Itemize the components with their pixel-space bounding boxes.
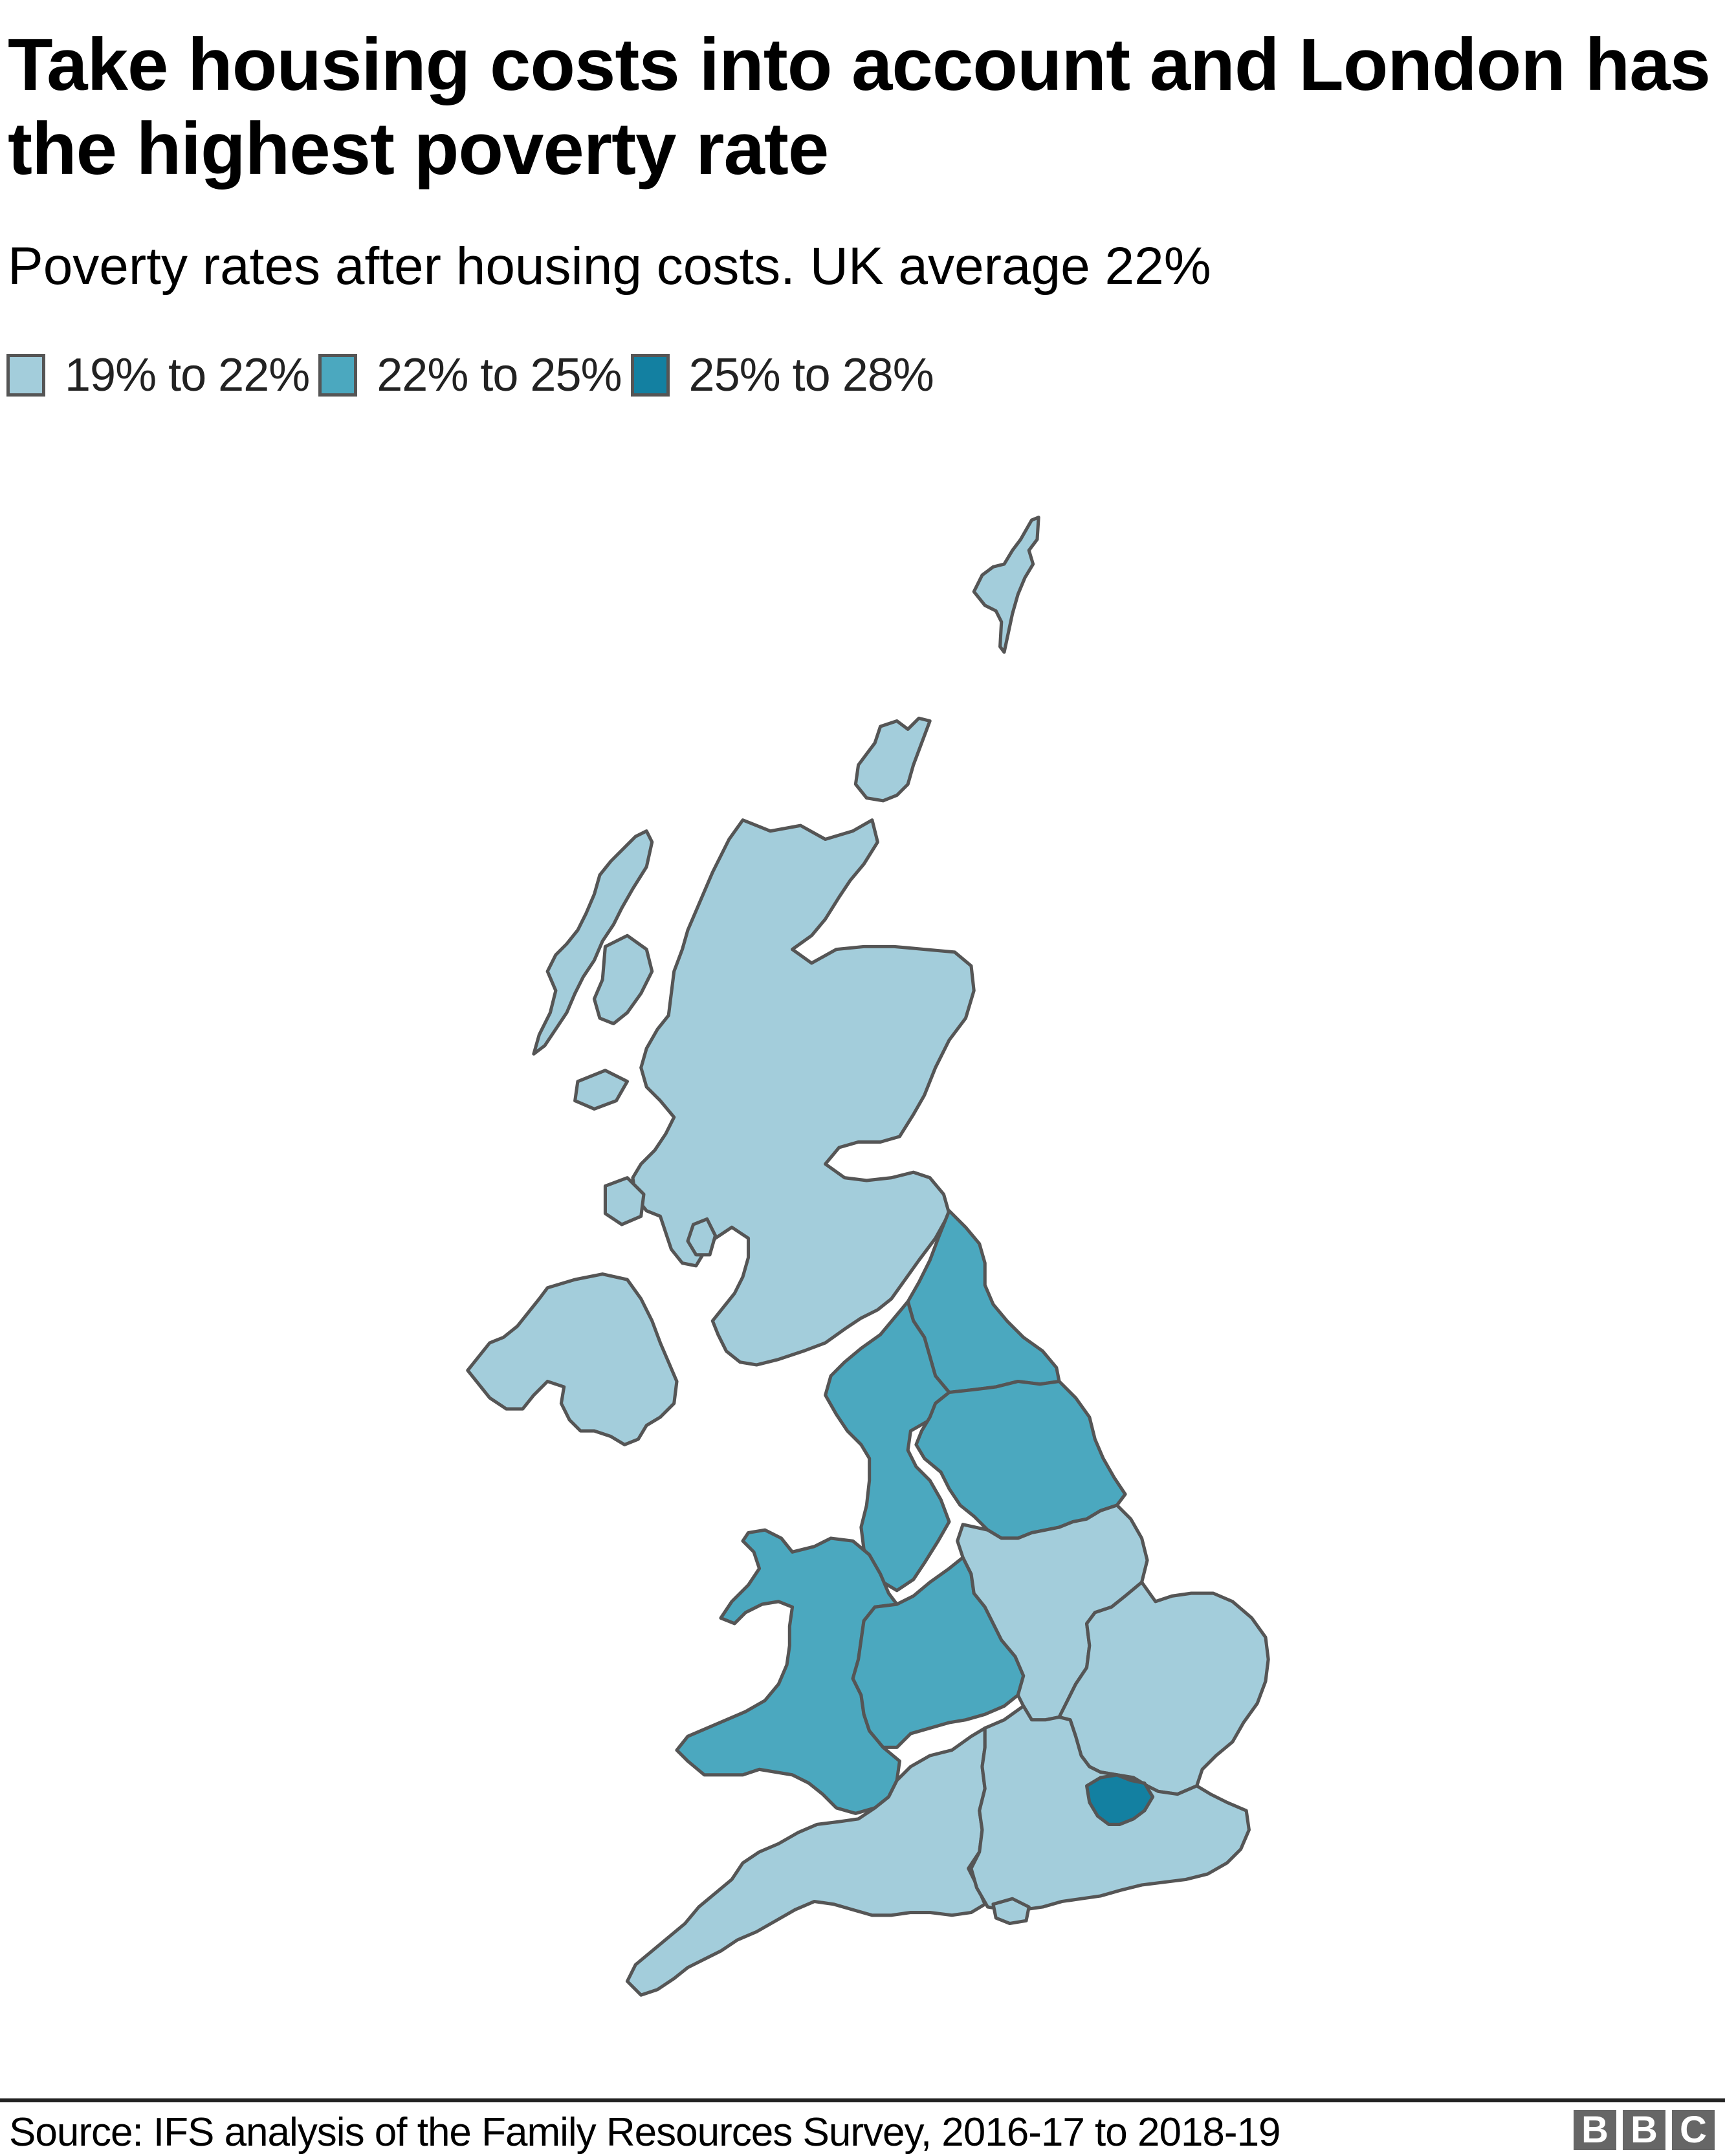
region-isle-of-wight (991, 1897, 1031, 1926)
bbc-logo-letter: B (1574, 2110, 1616, 2150)
bbc-logo-letter: B (1623, 2110, 1665, 2150)
legend: 19% to 22% 22% to 25% 25% to 28% (6, 349, 943, 401)
bbc-logo-letter: C (1672, 2110, 1715, 2150)
chart-title: Take housing costs into account and Lond… (8, 24, 1711, 190)
legend-item-high: 25% to 28% (630, 349, 934, 402)
legend-item-low: 19% to 22% (6, 349, 310, 402)
region-inner-hebrides (592, 933, 654, 1026)
legend-swatch-high (630, 354, 670, 397)
region-islay (603, 1176, 646, 1226)
region-scotland (631, 818, 976, 1367)
region-wales (675, 1528, 901, 1815)
region-outer-hebrides (532, 829, 654, 1056)
legend-label-low: 19% to 22% (65, 349, 310, 401)
legend-item-mid: 22% to 25% (318, 349, 622, 402)
legend-swatch-low (6, 354, 45, 397)
region-northern-ireland (466, 1272, 679, 1446)
region-orkney (853, 716, 932, 803)
region-mull (573, 1069, 630, 1111)
legend-label-mid: 22% to 25% (377, 349, 622, 401)
region-arran (686, 1217, 718, 1257)
region-london (1084, 1773, 1155, 1826)
region-shetland (972, 516, 1040, 654)
legend-label-high: 25% to 28% (688, 349, 934, 401)
chart-subtitle: Poverty rates after housing costs. UK av… (8, 237, 1211, 296)
footer-divider (0, 2098, 1725, 2102)
source-note: Source: IFS analysis of the Family Resou… (9, 2110, 1281, 2155)
legend-swatch-mid (318, 354, 358, 397)
bbc-logo: B B C (1574, 2110, 1715, 2150)
